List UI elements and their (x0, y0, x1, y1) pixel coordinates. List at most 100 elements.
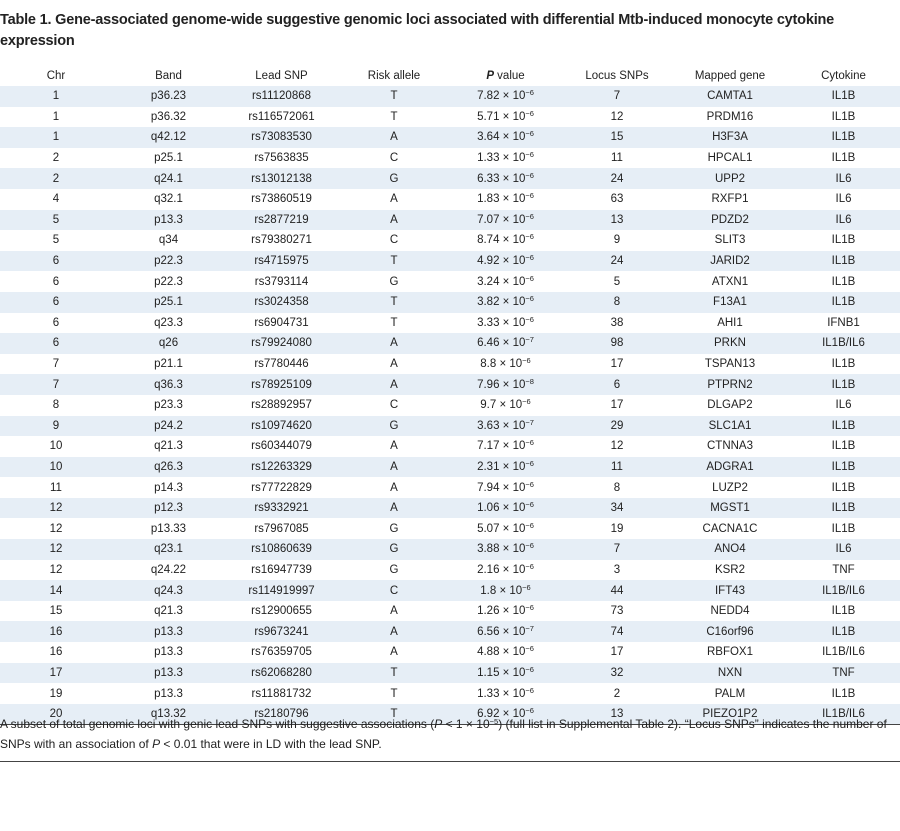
p-value-cell: 3.24 × 10−6 (450, 271, 561, 292)
table-cell: MGST1 (710, 502, 750, 515)
p-value-exponent: −6 (525, 603, 534, 613)
p-value-cell: 8.74 × 10−6 (450, 230, 561, 251)
table-cell: 17 (610, 358, 624, 371)
table-cell: 12 (610, 110, 624, 123)
p-value-exponent: −6 (525, 170, 534, 180)
table-cell: 63 (610, 193, 624, 206)
table-cell: rs4715975 (254, 255, 309, 268)
table-row: 12 p12.3 rs9332921 A 1.06 × 10−6 34 MGST1 IL1B (0, 497, 900, 519)
p-value-base: 2.16 × 10 (477, 563, 526, 576)
table-cell: 29 (610, 419, 624, 432)
table-cell: q36.3 (154, 378, 183, 391)
p-value-cell: 2.16 × 10−6 (450, 560, 561, 581)
p-value-cell: 5.71 × 10−6 (450, 107, 561, 128)
p-value-base: 3.33 × 10 (477, 316, 526, 329)
table-cell: 12 (49, 563, 63, 576)
p-value-base: 8.74 × 10 (477, 234, 526, 247)
table-cell: 12 (49, 502, 63, 515)
table-cell: DLGAP2 (707, 399, 753, 412)
table-cell: IL1B/IL6 (822, 708, 865, 721)
p-value-base: 3.82 × 10 (477, 296, 526, 309)
p-value-cell: 1.8 × 10−6 (450, 580, 561, 601)
table-cell: p13.33 (150, 522, 187, 535)
table-cell: LUZP2 (712, 481, 748, 494)
table-cell: p25.1 (154, 296, 183, 309)
table-row: 12 p13.33 rs7967085 G 5.07 × 10−6 19 CACNA1C IL… (0, 518, 900, 539)
p-value-exponent: −6 (525, 500, 534, 510)
p-value-exponent: −8 (525, 376, 534, 386)
table-cell: PIEZO1P2 (702, 708, 758, 721)
table-cell: 8 (613, 481, 621, 494)
p-value-exponent: −7 (525, 335, 534, 345)
p-value-cell: 6.56 × 10−7 (450, 621, 561, 642)
p-value-base: 1.26 × 10 (477, 605, 526, 618)
table-row: 16 p13.3 rs9673241 A 6.56 × 10−7 74 C16orf96 IL… (0, 621, 900, 643)
p-value-cell: 8.8 × 10−6 (450, 354, 561, 375)
table-row: 9 p24.2 rs10974620 G 3.63 × 10−7 29 SLC1A1 IL1B (0, 415, 900, 437)
table-cell: q13.32 (150, 708, 187, 721)
table-cell: 6 (52, 296, 60, 309)
footnote-text: < 0.01 that were in LD with the lead SNP… (160, 737, 382, 751)
p-value-exponent: −6 (525, 561, 534, 571)
table-cell: IL1B/IL6 (822, 584, 865, 597)
p-value-base: 6.56 × 10 (477, 625, 526, 638)
table-cell: T (390, 110, 398, 123)
table-cell: rs73860519 (251, 193, 312, 206)
table-cell: q26.3 (154, 460, 183, 473)
table-cell: T (390, 687, 398, 700)
p-value-cell: 4.88 × 10−6 (450, 642, 561, 663)
table-cell: rs11120868 (251, 90, 312, 103)
table-cell: IL6 (835, 193, 852, 206)
table-cell: q23.1 (154, 543, 183, 556)
p-value-cell: 7.07 × 10−6 (450, 210, 561, 231)
table-cell: IL1B/IL6 (822, 337, 865, 350)
table-cell: rs78925109 (251, 378, 312, 391)
table-cell: IL1B (831, 625, 856, 638)
table-cell: HPCAL1 (707, 152, 753, 165)
table-row: 6 p22.3 rs4715975 T 4.92 × 10−6 24 JARID2 IL1B (0, 250, 900, 272)
p-value-exponent: −6 (525, 458, 534, 468)
table-row: 10 q21.3 rs60344079 A 7.17 × 10−6 12 CTNNA3 IL1… (0, 436, 900, 457)
table-cell: 16 (49, 646, 63, 659)
p-value-base: 1.33 × 10 (477, 687, 526, 700)
table-cell: PTPRN2 (707, 378, 753, 391)
table-cell: CACNA1C (702, 522, 758, 535)
p-value-cell: 5.07 × 10−6 (450, 518, 561, 539)
table-cell: IL1B (831, 605, 856, 618)
table-cell: F13A1 (713, 296, 747, 309)
table-cell: rs79380271 (251, 234, 312, 247)
table-cell: IL1B (831, 275, 856, 288)
p-value-base: 1.83 × 10 (477, 193, 526, 206)
p-value-cell: 7.82 × 10−6 (450, 86, 561, 107)
table-cell: p21.1 (154, 358, 183, 371)
table-cell: rs73083530 (251, 131, 312, 144)
p-value-exponent: −6 (525, 108, 534, 118)
p-value-exponent: −6 (522, 356, 531, 366)
table-cell: 19 (49, 687, 63, 700)
table-row: 6 q23.3 rs6904731 T 3.33 × 10−6 38 AHI1 IFNB1 (0, 313, 900, 334)
table-cell: 17 (49, 666, 63, 679)
footnote-text: < 1 × 10 (442, 717, 490, 731)
table-cell: G (389, 563, 399, 576)
p-value-base: 9.7 × 10 (480, 399, 523, 412)
table-cell: p24.2 (154, 419, 183, 432)
p-value-exponent: −6 (525, 644, 534, 654)
p-value-cell: 3.33 × 10−6 (450, 313, 561, 334)
footnote-italic: P (152, 737, 161, 751)
table-cell: A (390, 378, 398, 391)
table-cell: p13.3 (154, 213, 183, 226)
p-value-cell: 7.94 × 10−6 (450, 477, 561, 498)
p-value-cell: 1.33 × 10−6 (450, 683, 561, 704)
table-cell: 9 (613, 234, 621, 247)
p-value-exponent: −6 (525, 294, 534, 304)
table-cell: rs6904731 (254, 316, 309, 329)
table-cell: rs7780446 (254, 358, 309, 371)
p-value-base: 7.07 × 10 (477, 213, 526, 226)
p-value-base: 7.17 × 10 (477, 440, 526, 453)
table-cell: p12.3 (154, 502, 183, 515)
table-cell: IFNB1 (827, 316, 860, 329)
table-row: 10 q26.3 rs12263329 A 2.31 × 10−6 11 ADGRA1 IL1… (0, 456, 900, 478)
table-cell: p13.3 (154, 646, 183, 659)
table-cell: A (390, 193, 398, 206)
table-cell: T (390, 255, 398, 268)
